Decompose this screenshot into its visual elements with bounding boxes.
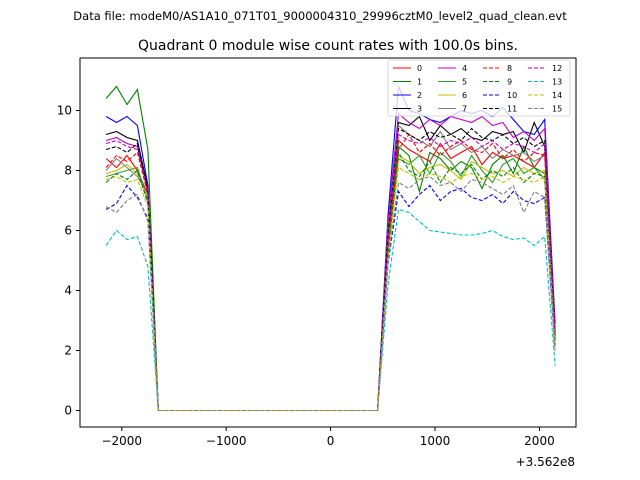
y-tick-label: 10 — [57, 104, 72, 118]
legend-label-4: 4 — [462, 64, 467, 73]
x-tick-label: 0 — [327, 434, 335, 448]
chart-title: Quadrant 0 module wise count rates with … — [138, 38, 518, 54]
legend-frame — [387, 59, 571, 117]
legend-label-6: 6 — [462, 91, 467, 100]
series-line-14 — [105, 166, 556, 412]
y-tick-label: 6 — [64, 224, 72, 238]
legend-label-8: 8 — [507, 64, 512, 73]
plot-area — [105, 85, 556, 412]
legend-label-0: 0 — [417, 64, 422, 73]
y-tick-label: 4 — [64, 284, 72, 298]
series-line-10 — [105, 184, 556, 412]
x-tick-label: 2000 — [524, 434, 555, 448]
axes-frame — [79, 57, 577, 428]
series-line-15 — [105, 175, 556, 412]
legend-label-10: 10 — [507, 91, 517, 100]
y-tick-label: 2 — [64, 344, 72, 358]
x-tick-label: −2000 — [101, 434, 142, 448]
legend-label-12: 12 — [552, 64, 562, 73]
legend-label-1: 1 — [417, 78, 422, 87]
legend-label-15: 15 — [552, 105, 562, 114]
legend-label-9: 9 — [507, 78, 512, 87]
x-axis-offset-label: +3.562e8 — [516, 455, 575, 469]
legend-label-3: 3 — [417, 105, 422, 114]
legend-label-2: 2 — [417, 91, 422, 100]
legend-label-13: 13 — [552, 78, 562, 87]
y-tick-label: 8 — [64, 164, 72, 178]
legend-label-7: 7 — [462, 105, 467, 114]
legend-label-14: 14 — [552, 91, 562, 100]
x-tick-label: 1000 — [420, 434, 451, 448]
x-tick-label: −1000 — [206, 434, 247, 448]
figure-suptitle: Data file: modeM0/AS1A10_071T01_90000043… — [73, 9, 567, 23]
legend-label-11: 11 — [507, 105, 517, 114]
y-tick-label: 0 — [64, 404, 72, 418]
legend-label-5: 5 — [462, 78, 467, 87]
